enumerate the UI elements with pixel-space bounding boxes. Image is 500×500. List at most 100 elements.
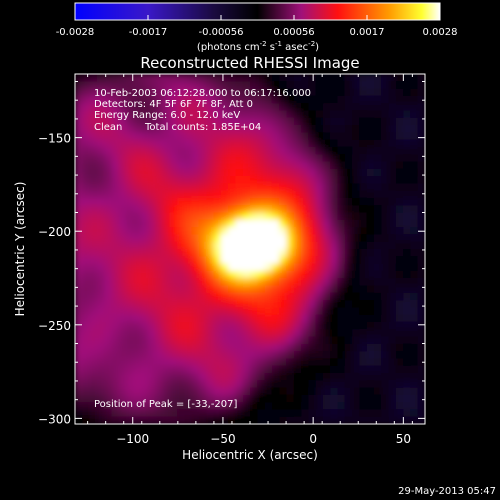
heatmap-cell xyxy=(388,278,397,287)
heatmap-cell xyxy=(96,161,105,170)
heatmap-cell xyxy=(395,95,404,104)
heatmap-cell xyxy=(271,103,280,112)
heatmap-cell xyxy=(388,387,397,396)
heatmap-cell xyxy=(147,365,156,374)
heatmap-cell xyxy=(89,161,98,170)
heatmap-cell xyxy=(271,110,280,119)
heatmap-cell xyxy=(155,161,164,170)
heatmap-cell xyxy=(198,394,207,403)
heatmap-cell xyxy=(198,139,207,148)
heatmap-cell xyxy=(213,234,222,243)
heatmap-cell xyxy=(111,416,120,424)
heatmap-cell xyxy=(235,125,244,133)
heatmap-cell xyxy=(366,197,375,206)
heatmap-cell xyxy=(198,81,207,90)
heatmap-cell xyxy=(162,372,171,381)
heatmap-cell xyxy=(373,234,382,243)
heatmap-cell xyxy=(315,336,324,345)
heatmap-cell xyxy=(213,95,222,104)
heatmap-cell xyxy=(373,416,382,424)
heatmap-cell xyxy=(286,409,295,418)
heatmap-cell xyxy=(228,263,237,272)
heatmap-cell xyxy=(271,241,280,250)
heatmap-cell xyxy=(264,394,273,403)
heatmap-cell xyxy=(191,387,200,396)
heatmap-cell xyxy=(403,95,412,104)
heatmap-cell xyxy=(133,300,142,308)
heatmap-cell xyxy=(198,241,207,250)
heatmap-cell xyxy=(184,387,193,396)
heatmap-cell xyxy=(191,139,200,148)
heatmap-cell xyxy=(264,212,273,221)
heatmap-cell xyxy=(279,314,288,323)
heatmap-cell xyxy=(388,95,397,104)
heatmap-cell xyxy=(250,256,258,265)
heatmap-cell xyxy=(155,95,164,104)
heatmap-cell xyxy=(279,380,288,389)
heatmap-cell xyxy=(104,125,113,133)
heatmap-cell xyxy=(133,219,142,228)
heatmap-cell xyxy=(75,183,83,192)
heatmap-cell xyxy=(381,314,390,323)
heatmap-cell xyxy=(308,146,317,155)
heatmap-cell xyxy=(228,256,237,265)
heatmap-cell xyxy=(89,263,98,272)
heatmap-cell xyxy=(126,278,134,287)
heatmap-cell xyxy=(198,117,207,126)
heatmap-cell xyxy=(359,300,368,308)
colorbar-tick-label: -0.0017 xyxy=(129,27,168,38)
heatmap-cell xyxy=(242,132,251,141)
heatmap-cell xyxy=(111,409,120,418)
heatmap-cell xyxy=(366,183,375,192)
heatmap-cell xyxy=(271,372,280,381)
heatmap-cell xyxy=(322,125,331,133)
heatmap-cell xyxy=(403,219,412,228)
heatmap-cell xyxy=(133,329,142,338)
heatmap-cell xyxy=(118,416,127,424)
heatmap-cell xyxy=(104,329,113,338)
heatmap-cell xyxy=(213,380,222,389)
heatmap-cell xyxy=(381,394,390,403)
heatmap-cell xyxy=(279,234,288,243)
heatmap-cell xyxy=(293,241,302,250)
heatmap-cell xyxy=(366,176,375,184)
heatmap-cell xyxy=(330,176,339,184)
heatmap-cell xyxy=(403,402,412,411)
heatmap-cell xyxy=(184,336,193,345)
heatmap-cell xyxy=(82,256,91,265)
heatmap-cell xyxy=(381,88,390,97)
heatmap-cell xyxy=(352,343,360,352)
heatmap-cell xyxy=(184,278,193,287)
heatmap-cell xyxy=(308,263,317,272)
heatmap-cell xyxy=(155,197,164,206)
heatmap-cell xyxy=(89,241,98,250)
heatmap-cell xyxy=(293,387,302,396)
heatmap-cell xyxy=(198,263,207,272)
heatmap-cell xyxy=(184,263,193,272)
heatmap-cell xyxy=(286,227,295,236)
heatmap-cell xyxy=(308,249,317,257)
heatmap-cell xyxy=(82,394,91,403)
heatmap-cell xyxy=(82,234,91,243)
heatmap-cell xyxy=(381,372,390,381)
heatmap-cell xyxy=(191,372,200,381)
heatmap-cell xyxy=(242,154,251,163)
heatmap-cell xyxy=(308,183,317,192)
heatmap-cell xyxy=(257,249,266,257)
heatmap-cell xyxy=(250,95,258,104)
heatmap-cell xyxy=(198,336,207,345)
heatmap-cell xyxy=(177,278,185,287)
heatmap-cell xyxy=(191,402,200,411)
heatmap-cell xyxy=(417,205,425,214)
heatmap-cell xyxy=(133,241,142,250)
heatmap-cell xyxy=(359,74,368,82)
heatmap-cell xyxy=(96,409,105,418)
heatmap-cell xyxy=(111,285,120,294)
heatmap-cell xyxy=(279,117,288,126)
heatmap-cell xyxy=(395,307,404,316)
heatmap-cell xyxy=(118,300,127,308)
heatmap-cell xyxy=(344,132,353,141)
heatmap-cell xyxy=(330,300,339,308)
heatmap-cell xyxy=(395,234,404,243)
heatmap-cell xyxy=(75,161,83,170)
